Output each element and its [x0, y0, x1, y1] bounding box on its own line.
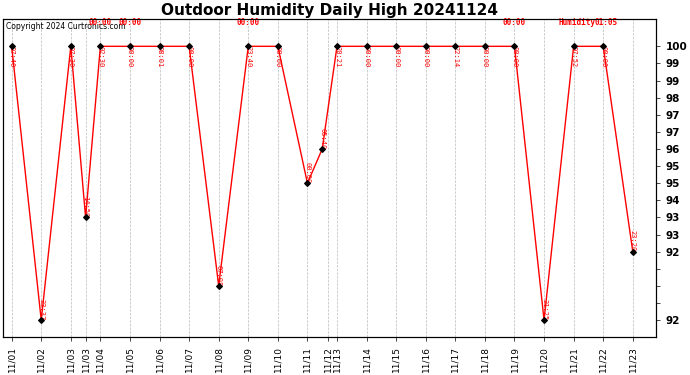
Text: 00:00: 00:00 — [423, 46, 428, 68]
Point — [302, 180, 313, 186]
Text: 02:30: 02:30 — [97, 46, 104, 68]
Point — [273, 44, 284, 50]
Text: 00:00: 00:00 — [89, 18, 112, 27]
Text: 00:00: 00:00 — [237, 18, 260, 27]
Point — [6, 44, 17, 50]
Text: Copyright 2024 Curtronics.com: Copyright 2024 Curtronics.com — [6, 22, 126, 31]
Text: 00:00: 00:00 — [511, 46, 518, 68]
Point — [480, 44, 491, 50]
Text: 23:37: 23:37 — [38, 299, 44, 320]
Text: 20:21: 20:21 — [334, 46, 340, 68]
Text: Humidity: Humidity — [558, 18, 595, 27]
Text: 00:00: 00:00 — [482, 46, 488, 68]
Point — [568, 44, 579, 50]
Point — [361, 44, 372, 50]
Text: 07:52: 07:52 — [571, 46, 577, 68]
Text: 00:00: 00:00 — [304, 162, 310, 183]
Point — [243, 44, 254, 50]
Point — [450, 44, 461, 50]
Text: 00:00: 00:00 — [275, 46, 281, 68]
Text: 00:00: 00:00 — [119, 18, 141, 27]
Text: 22:14: 22:14 — [453, 46, 458, 68]
Text: 07:30: 07:30 — [68, 46, 74, 68]
Point — [598, 44, 609, 50]
Text: 07:08: 07:08 — [216, 265, 221, 286]
Text: 00:00: 00:00 — [600, 46, 607, 68]
Text: 23:20: 23:20 — [630, 230, 635, 252]
Title: Outdoor Humidity Daily High 20241124: Outdoor Humidity Daily High 20241124 — [161, 3, 498, 18]
Point — [509, 44, 520, 50]
Text: 00:00: 00:00 — [364, 46, 370, 68]
Text: 00:00: 00:00 — [503, 18, 526, 27]
Point — [317, 146, 328, 152]
Point — [80, 214, 91, 220]
Text: 01:05: 01:05 — [595, 18, 618, 27]
Point — [391, 44, 402, 50]
Point — [331, 44, 342, 50]
Text: 00:00: 00:00 — [127, 46, 133, 68]
Text: 05:40: 05:40 — [319, 128, 325, 149]
Point — [213, 283, 224, 289]
Point — [420, 44, 431, 50]
Text: 23:40: 23:40 — [245, 46, 251, 68]
Text: 07:40: 07:40 — [9, 46, 14, 68]
Point — [124, 44, 135, 50]
Text: 21:25: 21:25 — [541, 299, 547, 320]
Point — [184, 44, 195, 50]
Text: 00:00: 00:00 — [393, 46, 399, 68]
Point — [154, 44, 165, 50]
Text: 00:00: 00:00 — [186, 46, 192, 68]
Point — [36, 317, 47, 323]
Point — [95, 44, 106, 50]
Point — [538, 317, 549, 323]
Text: 08:01: 08:01 — [157, 46, 163, 68]
Point — [66, 44, 77, 50]
Point — [627, 249, 638, 255]
Text: 14:50: 14:50 — [83, 196, 88, 217]
